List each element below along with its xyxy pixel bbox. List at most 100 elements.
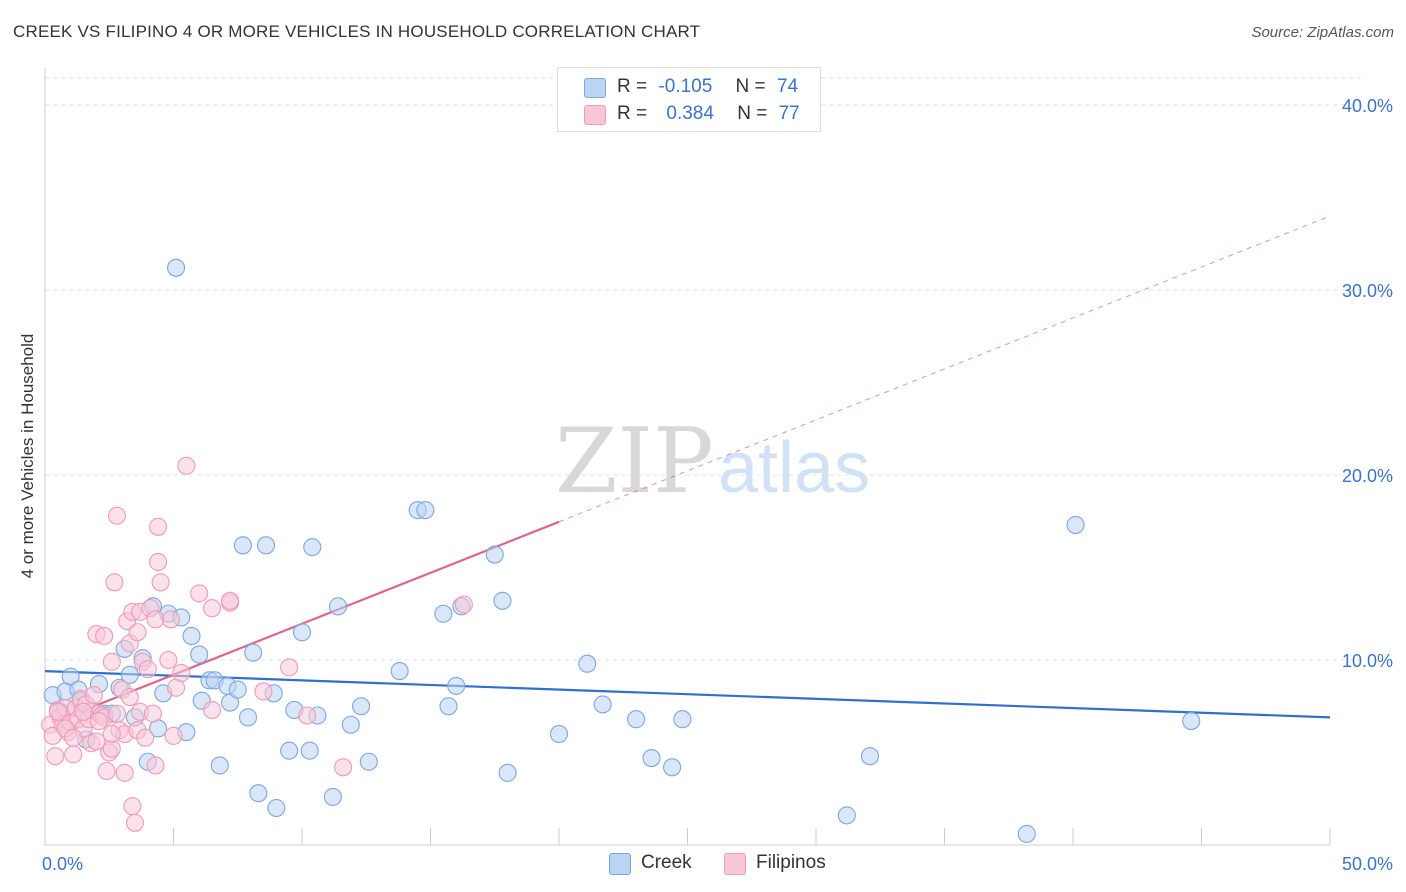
filipinos-point — [151, 573, 170, 592]
filipinos-point — [203, 599, 222, 618]
creek-point — [493, 591, 512, 610]
creek-trend-line — [44, 670, 1331, 719]
filipinos-point — [46, 747, 65, 766]
creek-point — [1017, 824, 1036, 843]
creek-point — [256, 536, 276, 555]
creek-swatch — [584, 78, 606, 98]
creek-point — [120, 665, 139, 684]
creek-point — [300, 741, 319, 760]
creek-point — [233, 536, 252, 555]
y-tick-label: 30.0% — [1342, 281, 1393, 301]
filipinos-point — [95, 626, 114, 646]
filipinos-point — [87, 732, 106, 751]
creek-point — [434, 604, 453, 623]
filipinos-point — [172, 663, 191, 683]
chart-title: CREEK VS FILIPINO 4 OR MORE VEHICLES IN … — [13, 22, 701, 41]
filipinos-point — [143, 704, 162, 723]
grid-lines — [45, 77, 1365, 661]
filipinos-point — [125, 813, 144, 832]
data-points — [41, 258, 1201, 843]
creek-point — [238, 708, 258, 727]
filipinos-trend-extension — [558, 215, 1331, 523]
y-tick-label: 10.0% — [1342, 651, 1393, 671]
filipinos-point — [89, 711, 109, 731]
creek-point — [416, 501, 435, 520]
creek-point — [341, 715, 360, 734]
filipinos-point — [161, 610, 180, 629]
filipinos-point — [280, 658, 299, 677]
creek-point — [190, 645, 209, 664]
filipinos-point — [138, 660, 157, 679]
filipinos-point — [190, 584, 209, 603]
creek-point — [860, 747, 880, 766]
filipinos-point — [97, 761, 116, 781]
filipinos-point — [203, 700, 222, 720]
creek-point — [303, 538, 322, 557]
y-tick-label: 40.0% — [1342, 96, 1393, 116]
filipinos-n-value: 77 — [778, 103, 800, 124]
creek-point — [390, 662, 409, 681]
filipinos-point — [334, 758, 353, 777]
filipinos-point — [107, 704, 127, 723]
creek-point — [328, 597, 348, 616]
filipinos-point — [149, 517, 168, 536]
filipinos-point — [177, 456, 196, 475]
filipinos-r-value: 0.384 — [666, 103, 714, 124]
filipinos-trend-line — [70, 520, 560, 717]
watermark: ZIP atlas — [555, 409, 870, 514]
creek-point — [267, 798, 286, 818]
filipinos-point — [164, 726, 183, 745]
source-label: Source: ZipAtlas.com — [1251, 24, 1394, 41]
y-tick-label: 20.0% — [1342, 466, 1393, 486]
r-label: R = — [617, 103, 648, 124]
filipinos-point — [123, 797, 142, 816]
filipinos-legend-swatch — [724, 853, 746, 875]
filipinos-point — [149, 552, 168, 572]
creek-point — [182, 626, 201, 646]
creek-point — [244, 643, 263, 662]
creek-point — [498, 763, 517, 782]
creek-point — [167, 258, 186, 277]
filipinos-point — [159, 650, 178, 670]
filipinos-point — [102, 724, 121, 744]
creek-point — [249, 784, 268, 803]
x-tick-label-max: 50.0% — [1342, 854, 1393, 874]
tick-labels: 10.0% 20.0% 30.0% 40.0% 0.0% 50.0% — [42, 96, 1393, 874]
creek-point — [1182, 711, 1201, 731]
r-label: R = — [617, 76, 648, 97]
filipinos-point — [146, 756, 165, 775]
filipinos-point — [48, 702, 67, 721]
creek-point — [593, 695, 612, 714]
creek-legend-swatch — [609, 853, 631, 875]
creek-point — [447, 676, 466, 695]
axes — [44, 68, 1331, 846]
creek-point — [642, 748, 661, 768]
creek-point — [627, 710, 646, 729]
creek-point — [292, 623, 312, 642]
filipinos-swatch — [584, 105, 606, 125]
creek-n-value: 74 — [776, 76, 799, 97]
x-tick-label-min: 0.0% — [42, 854, 83, 874]
filipinos-point — [107, 506, 127, 525]
creek-point — [578, 654, 597, 673]
creek-point — [210, 756, 229, 775]
filipinos-point — [128, 623, 147, 642]
filipinos-point — [115, 763, 134, 782]
watermark-zip: ZIP — [555, 409, 714, 514]
series-creek-points — [43, 258, 1201, 843]
creek-point — [837, 806, 856, 825]
filipinos-point — [220, 591, 240, 610]
filipinos-legend-label: Filipinos — [756, 852, 826, 873]
watermark-atlas: atlas — [718, 428, 870, 508]
creek-point — [663, 758, 682, 777]
creek-point — [1066, 515, 1085, 535]
filipinos-point — [298, 706, 317, 725]
creek-r-value: -0.105 — [658, 76, 713, 97]
filipinos-point — [146, 610, 165, 629]
creek-point — [280, 741, 299, 760]
filipinos-point — [136, 728, 155, 747]
filipinos-point — [120, 687, 139, 707]
creek-point — [359, 752, 378, 771]
filipinos-point — [84, 686, 103, 705]
